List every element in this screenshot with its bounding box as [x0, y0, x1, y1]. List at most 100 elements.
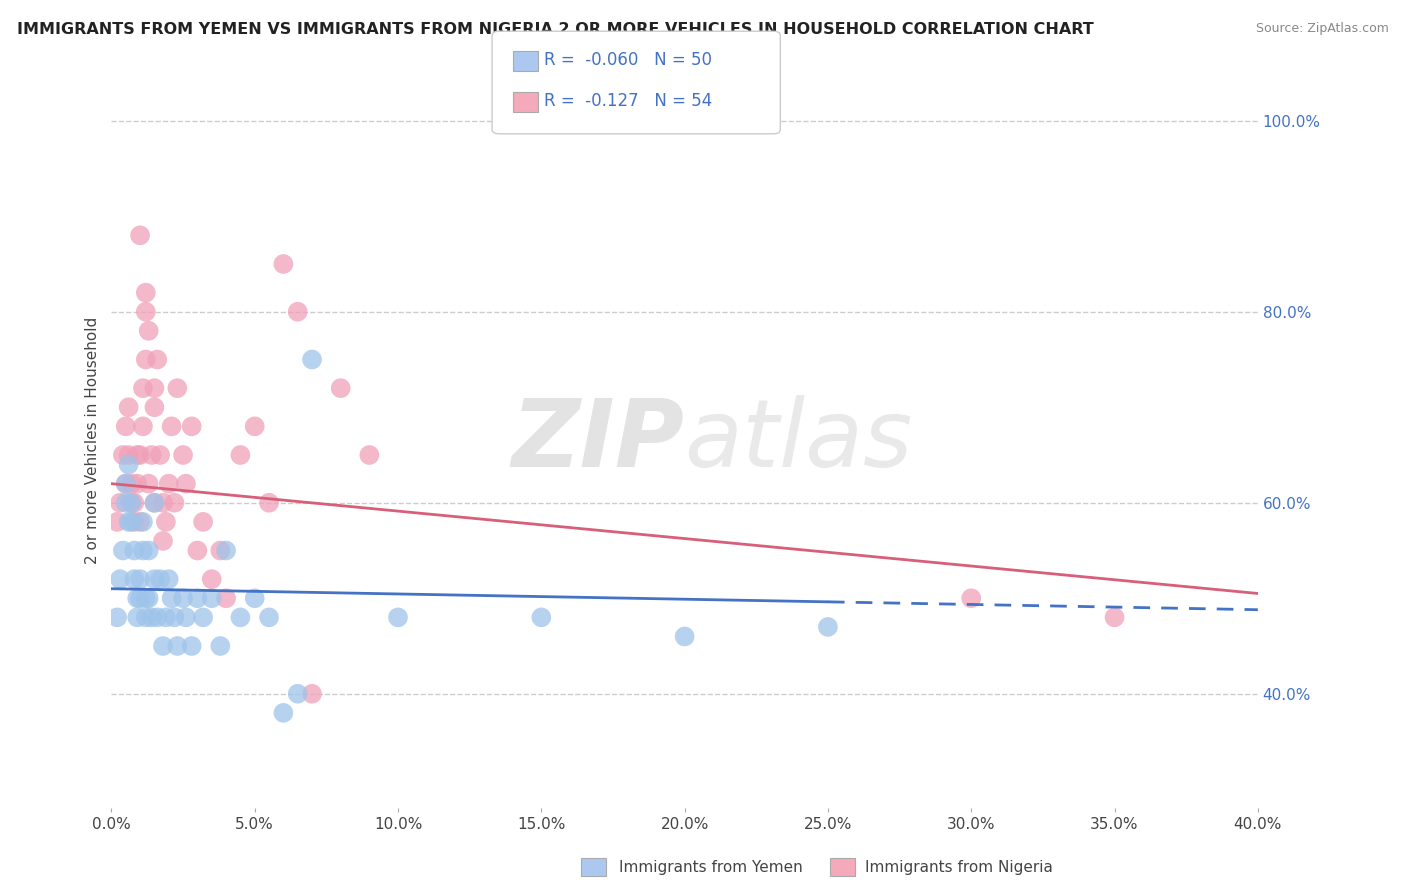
- Point: [111, 448, 134, 462]
- Point: [143, 381, 166, 395]
- Point: [209, 639, 232, 653]
- Point: [155, 515, 177, 529]
- Text: R =  -0.127   N = 54: R = -0.127 N = 54: [544, 93, 713, 111]
- Point: [132, 419, 155, 434]
- Point: [817, 620, 839, 634]
- Point: [124, 572, 146, 586]
- Point: [129, 228, 152, 243]
- Point: [157, 476, 180, 491]
- Point: [201, 591, 224, 606]
- Point: [149, 572, 172, 586]
- Point: [117, 458, 139, 472]
- Point: [114, 476, 136, 491]
- Point: [108, 572, 131, 586]
- Point: [121, 496, 143, 510]
- Point: [105, 610, 128, 624]
- Point: [117, 401, 139, 415]
- Point: [129, 591, 152, 606]
- Point: [105, 515, 128, 529]
- Point: [143, 401, 166, 415]
- Point: [166, 381, 188, 395]
- Point: [673, 630, 696, 644]
- Point: [141, 610, 163, 624]
- Point: [301, 352, 323, 367]
- Point: [180, 419, 202, 434]
- Point: [117, 448, 139, 462]
- Point: [287, 304, 309, 318]
- Point: [301, 687, 323, 701]
- Point: [132, 543, 155, 558]
- Point: [191, 515, 214, 529]
- Point: [157, 572, 180, 586]
- Point: [530, 610, 553, 624]
- Point: [960, 591, 983, 606]
- Text: ZIP: ZIP: [512, 394, 685, 487]
- Point: [135, 285, 157, 300]
- Point: [135, 352, 157, 367]
- Point: [127, 610, 149, 624]
- Point: [215, 543, 238, 558]
- Point: [191, 610, 214, 624]
- Point: [163, 496, 186, 510]
- Point: [155, 610, 177, 624]
- Point: [174, 610, 197, 624]
- Point: [1104, 610, 1126, 624]
- Point: [127, 476, 149, 491]
- Point: [129, 515, 152, 529]
- Point: [111, 543, 134, 558]
- Point: [387, 610, 409, 624]
- Point: [152, 639, 174, 653]
- Point: [138, 324, 160, 338]
- Point: [135, 591, 157, 606]
- Text: IMMIGRANTS FROM YEMEN VS IMMIGRANTS FROM NIGERIA 2 OR MORE VEHICLES IN HOUSEHOLD: IMMIGRANTS FROM YEMEN VS IMMIGRANTS FROM…: [17, 22, 1094, 37]
- Point: [138, 591, 160, 606]
- Point: [124, 496, 146, 510]
- Point: [209, 543, 232, 558]
- Point: [160, 419, 183, 434]
- Point: [166, 639, 188, 653]
- Point: [186, 543, 208, 558]
- Point: [121, 515, 143, 529]
- Point: [114, 476, 136, 491]
- Point: [143, 496, 166, 510]
- Point: [143, 496, 166, 510]
- Text: Immigrants from Yemen: Immigrants from Yemen: [619, 860, 803, 874]
- Point: [146, 352, 169, 367]
- Point: [174, 476, 197, 491]
- Point: [160, 591, 183, 606]
- Point: [149, 448, 172, 462]
- Point: [287, 687, 309, 701]
- Point: [243, 591, 266, 606]
- Point: [135, 304, 157, 318]
- Point: [124, 515, 146, 529]
- Point: [229, 610, 252, 624]
- Point: [129, 572, 152, 586]
- Text: atlas: atlas: [685, 395, 912, 486]
- Text: Source: ZipAtlas.com: Source: ZipAtlas.com: [1256, 22, 1389, 36]
- Point: [180, 639, 202, 653]
- Point: [127, 591, 149, 606]
- Point: [273, 257, 295, 271]
- Point: [273, 706, 295, 720]
- Point: [141, 448, 163, 462]
- Point: [215, 591, 238, 606]
- Point: [138, 476, 160, 491]
- Point: [201, 572, 224, 586]
- Point: [132, 381, 155, 395]
- Point: [229, 448, 252, 462]
- Point: [172, 591, 194, 606]
- Point: [121, 496, 143, 510]
- Point: [135, 610, 157, 624]
- Text: R =  -0.060   N = 50: R = -0.060 N = 50: [544, 51, 711, 69]
- Point: [114, 496, 136, 510]
- Point: [359, 448, 381, 462]
- Y-axis label: 2 or more Vehicles in Household: 2 or more Vehicles in Household: [86, 317, 100, 565]
- Point: [257, 496, 280, 510]
- Point: [152, 533, 174, 548]
- Point: [163, 610, 186, 624]
- Point: [257, 610, 280, 624]
- Point: [117, 515, 139, 529]
- Point: [146, 610, 169, 624]
- Point: [129, 448, 152, 462]
- Point: [132, 515, 155, 529]
